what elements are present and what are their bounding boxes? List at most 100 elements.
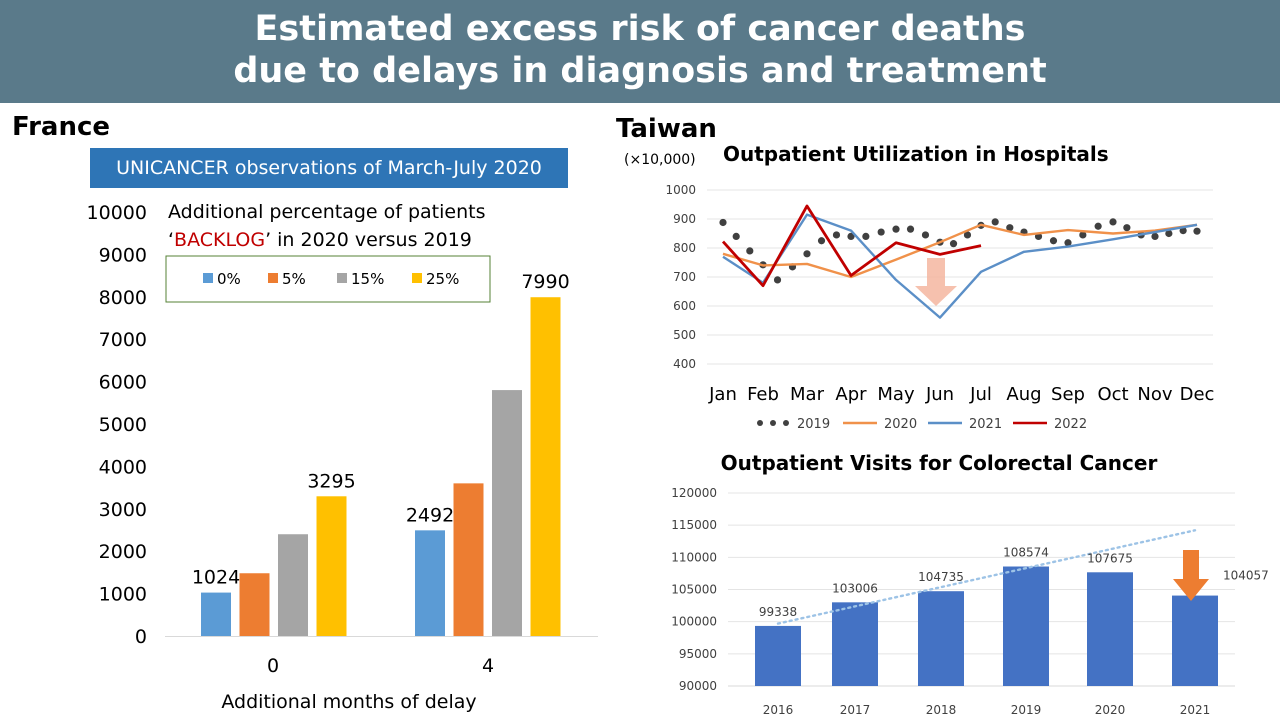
month-label: Oct [1097, 384, 1128, 405]
data-label: 2492 [406, 504, 454, 526]
backlog-note-line1: Additional percentage of patients [168, 201, 486, 223]
month-label: Dec [1180, 384, 1215, 405]
x-tick-label: 0 [267, 655, 279, 677]
data-label: 3295 [307, 470, 355, 492]
month-label: Jun [925, 384, 954, 405]
y-tick-label: 120000 [671, 486, 717, 500]
y-tick-label: 8000 [99, 287, 147, 309]
data-label: 99338 [759, 605, 797, 619]
backlog-note-line2: ‘BACKLOG’ in 2020 versus 2019 [168, 229, 472, 251]
month-label: May [877, 384, 915, 405]
legend-dot [770, 420, 776, 426]
data-label: 104057 [1223, 569, 1269, 583]
y-tick-label: 9000 [99, 244, 147, 266]
dot-2019 [773, 276, 782, 284]
y-tick-label: 4000 [99, 456, 147, 478]
bar [201, 592, 231, 636]
x-tick-label: 2018 [926, 703, 957, 717]
legend-swatch [203, 273, 213, 283]
line-2022 [721, 204, 982, 288]
dot-2019 [1165, 229, 1173, 238]
y-tick-label: 105000 [671, 583, 717, 597]
unicancer-box: UNICANCER observations of March-July 202… [90, 148, 568, 188]
y-tick-label: 600 [673, 299, 696, 313]
decline-arrow-icon [915, 258, 957, 306]
month-label: Jul [969, 384, 992, 405]
y-tick-label: 900 [673, 212, 696, 226]
month-label: Sep [1051, 384, 1085, 405]
dot-2019 [847, 232, 855, 240]
trendline [776, 529, 1197, 625]
month-label: Feb [747, 384, 779, 405]
dot-2019 [892, 225, 900, 233]
x-tick-label: 2021 [1180, 703, 1211, 717]
y-tick-label: 110000 [671, 550, 717, 564]
x-tick-label: 2019 [1011, 703, 1042, 717]
y-tick-label: 700 [673, 270, 696, 284]
outpatient-utilization-chart: (×10,000) Outpatient Utilization in Hosp… [624, 142, 1215, 432]
line-2021 [722, 213, 1198, 319]
legend-swatch [337, 273, 347, 283]
legend-label: 0% [217, 270, 241, 288]
legend-label: 2022 [1054, 417, 1087, 432]
x-tick-label: 2017 [840, 703, 871, 717]
line-chart-title: Outpatient Utilization in Hospitals [723, 142, 1109, 166]
legend-box [165, 255, 491, 303]
dot-2019 [1006, 224, 1014, 232]
data-label: 103006 [832, 581, 878, 595]
legend-dot [757, 420, 763, 426]
y-tick-label: 90000 [679, 679, 717, 693]
dot-2019 [862, 232, 870, 240]
y-tick-label: 500 [673, 328, 696, 342]
bar [1087, 572, 1133, 686]
y-tick-label: 95000 [679, 647, 717, 661]
y-tick-label: 0 [135, 626, 147, 648]
y-tick-label: 10000 [87, 202, 147, 224]
x-tick-label: 2016 [763, 703, 794, 717]
legend-swatch [268, 273, 278, 283]
dot-2019 [719, 218, 727, 227]
dot-2019 [832, 231, 841, 239]
data-label: 104735 [918, 570, 964, 584]
dot-2019 [991, 218, 999, 226]
bar [1003, 566, 1049, 686]
legend-label: 5% [282, 270, 306, 288]
legend-label: 25% [426, 270, 459, 288]
taiwan-label: Taiwan [616, 114, 717, 144]
bar [316, 496, 347, 636]
data-label: 1024 [192, 567, 240, 589]
x-axis-title: Additional months of delay [221, 691, 476, 713]
x-tick-label: 4 [482, 655, 494, 677]
dot-2019 [1151, 232, 1159, 240]
dot-2019 [963, 231, 972, 239]
legend-dot [783, 420, 789, 426]
y-tick-label: 1000 [665, 183, 696, 197]
bar [1172, 595, 1218, 686]
bar [278, 534, 308, 636]
dot-2019 [732, 232, 740, 240]
title-banner: Estimated excess risk of cancer deaths d… [0, 0, 1280, 103]
legend-label: 2019 [797, 417, 830, 432]
bar-chart-title: Outpatient Visits for Colorectal Cancer [721, 451, 1158, 475]
dot-2019 [803, 250, 811, 258]
bar [239, 573, 270, 636]
month-label: Nov [1137, 384, 1172, 405]
legend-label: 2021 [969, 417, 1002, 432]
bar [530, 297, 561, 636]
bar [755, 625, 801, 686]
bar [415, 530, 445, 636]
y-tick-label: 115000 [671, 518, 717, 532]
title-line-1: Estimated excess risk of cancer deaths [254, 9, 1026, 49]
legend-swatch [412, 273, 422, 283]
x-tick-label: 2020 [1095, 703, 1126, 717]
y-tick-label: 1000 [99, 584, 147, 606]
data-label: 107675 [1087, 551, 1133, 565]
bar [832, 602, 878, 686]
dot-2019 [746, 247, 754, 255]
y-tick-label: 3000 [99, 499, 147, 521]
bar [918, 591, 964, 686]
data-label: 7990 [521, 271, 569, 293]
unit-label: (×10,000) [624, 152, 696, 168]
y-tick-label: 7000 [99, 329, 147, 351]
line-2020 [722, 223, 1198, 279]
